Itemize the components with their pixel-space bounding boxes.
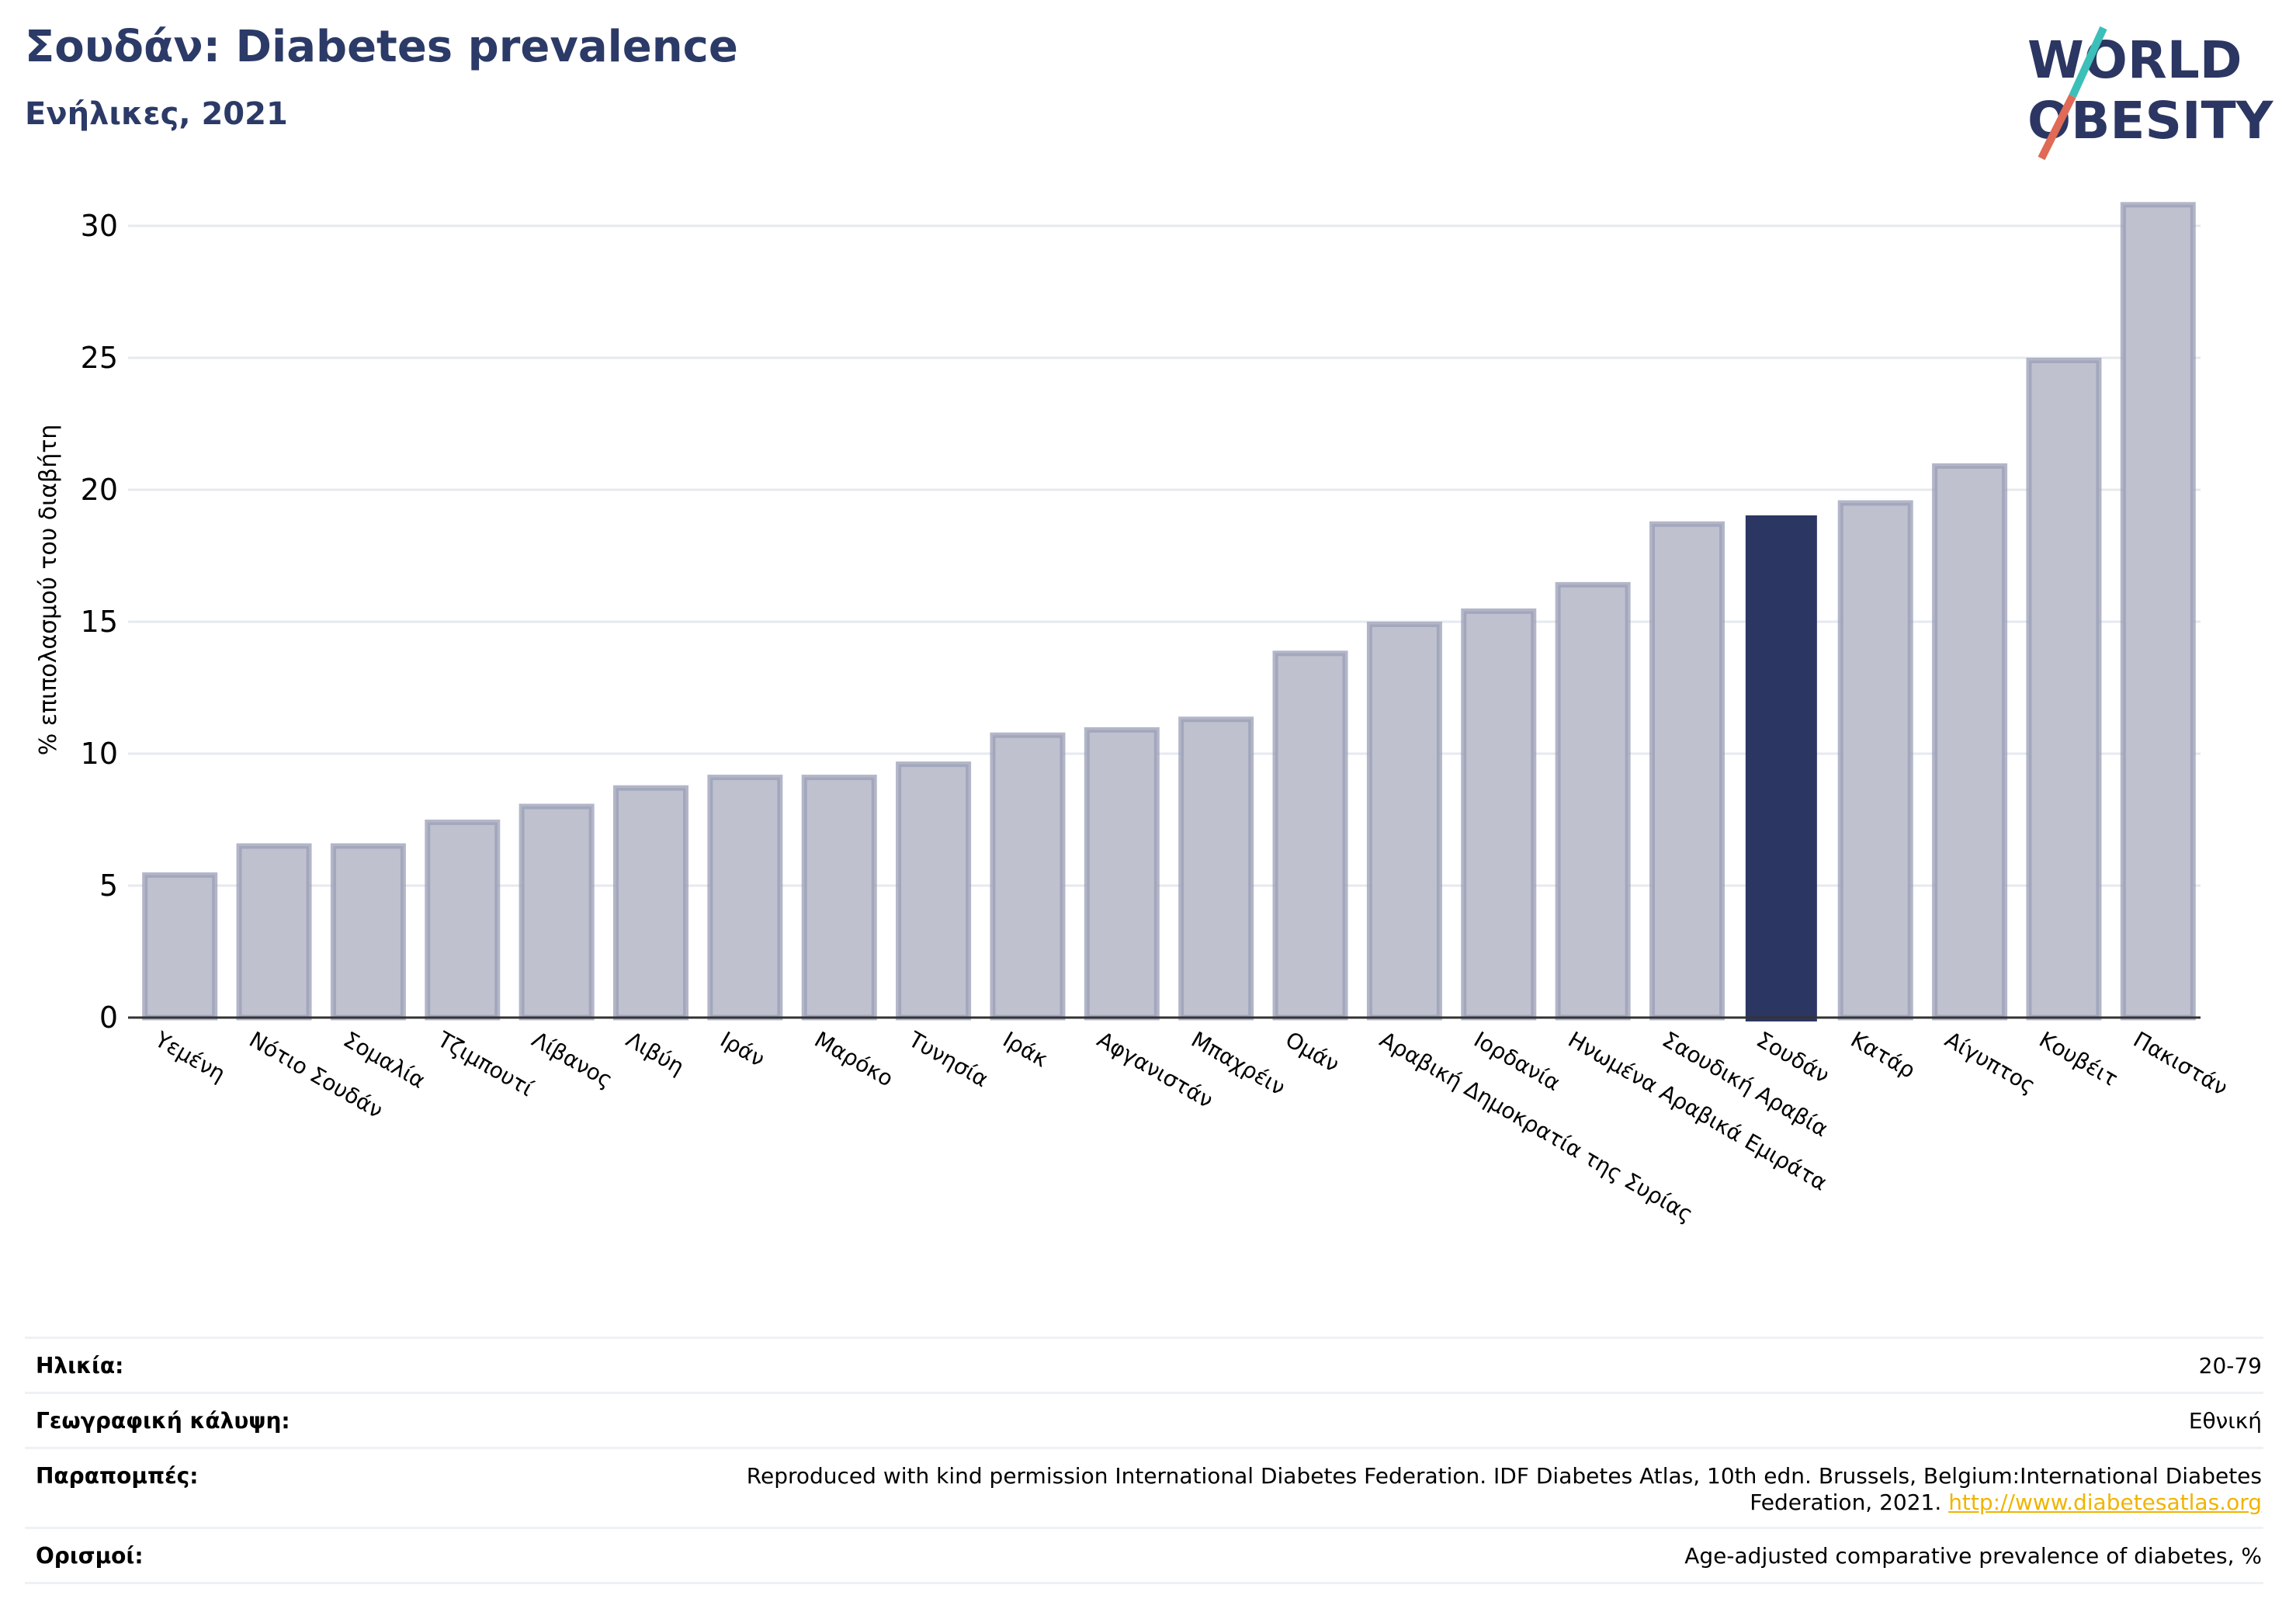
y-tick-label: 30: [81, 209, 118, 243]
references-line-1: Reproduced with kind permission Internat…: [746, 1463, 2262, 1489]
bar: [1555, 581, 1631, 1021]
bar: [2120, 202, 2196, 1021]
bar: [330, 843, 406, 1021]
bar: [707, 775, 783, 1021]
bar: [801, 775, 877, 1021]
x-tick-label: Λίβανος: [528, 1026, 617, 1093]
y-tick-label: 5: [99, 869, 118, 903]
x-tick-label: Αίγυπτος: [1941, 1026, 2040, 1098]
x-tick-label: Αραβική Δημοκρατία της Συρίας: [1375, 1026, 1698, 1227]
bar: [990, 732, 1066, 1021]
references-value: Reproduced with kind permission Internat…: [25, 1449, 2263, 1516]
x-tick-label: Λιβύη: [622, 1026, 688, 1080]
references-line-2-text: Federation, 2021.: [1750, 1489, 1942, 1515]
age-label: Ηλικία:: [36, 1353, 124, 1379]
bar: [1932, 463, 2008, 1021]
references-label: Παραπομπές:: [36, 1463, 199, 1489]
bar: [1649, 521, 1725, 1021]
y-tick-label: 10: [81, 737, 118, 771]
x-tick-label: Ιράν: [716, 1026, 769, 1072]
definitions-value: Age-adjusted comparative prevalence of d…: [1684, 1543, 2262, 1569]
y-tick-label: 0: [99, 1001, 118, 1035]
meta-row-definitions: Ορισμοί: Age-adjusted comparative preval…: [25, 1527, 2263, 1584]
bar: [142, 872, 218, 1021]
world-obesity-logo: WORLD OBESITY: [2027, 26, 2274, 161]
x-tick-label: Τζιμπουτί: [432, 1026, 538, 1101]
bar: [613, 785, 688, 1021]
x-tick-label: Κατάρ: [1847, 1026, 1920, 1084]
x-tick-label: Ιράκ: [998, 1026, 1052, 1072]
references-line-2: Federation, 2021. http://www.diabetesatl…: [25, 1489, 2262, 1516]
bar: [1178, 716, 1254, 1021]
page-subtitle: Ενήλικες, 2021: [25, 96, 288, 132]
x-tick-label: Υεμένη: [150, 1026, 230, 1087]
x-tick-label: Τυνησία: [903, 1026, 993, 1092]
references-link[interactable]: http://www.diabetesatlas.org: [1948, 1489, 2262, 1515]
bar: [1461, 608, 1537, 1021]
logo-slash-teal: [2069, 26, 2107, 99]
logo-slash-coral: [2038, 94, 2076, 161]
bar-highlighted: [1745, 515, 1817, 1021]
age-value: 20-79: [2198, 1353, 2262, 1379]
coverage-value: Εθνική: [2188, 1408, 2262, 1434]
x-tick-label: Κουβέιτ: [2034, 1026, 2122, 1091]
bar: [896, 761, 972, 1021]
y-tick-label: 20: [81, 473, 118, 507]
bar: [1084, 727, 1160, 1021]
bar: [1366, 621, 1442, 1021]
x-tick-label: Ομάν: [1282, 1026, 1344, 1077]
meta-row-coverage: Γεωγραφική κάλυψη: Εθνική: [25, 1392, 2263, 1447]
page-title: Σουδάν: Diabetes prevalence: [25, 22, 738, 72]
bar: [1837, 500, 1913, 1021]
bar: [2026, 357, 2102, 1021]
x-tick-label: Μαρόκο: [810, 1026, 898, 1091]
logo-text-world: WORLD: [2027, 30, 2242, 90]
x-tick-label: Πακιστάν: [2129, 1026, 2232, 1101]
bars: [142, 202, 2196, 1021]
metadata-table: Ηλικία: 20-79 Γεωγραφική κάλυψη: Εθνική …: [25, 1337, 2263, 1584]
bar: [236, 843, 312, 1021]
bar: [519, 803, 595, 1021]
definitions-label: Ορισμοί:: [36, 1543, 144, 1569]
coverage-label: Γεωγραφική κάλυψη:: [36, 1408, 290, 1434]
meta-row-references: Παραπομπές: Reproduced with kind permiss…: [25, 1447, 2263, 1527]
y-tick-label: 25: [81, 341, 118, 375]
x-tick-label: Σουδάν: [1752, 1026, 1833, 1088]
bar: [1272, 650, 1348, 1021]
y-axis-label: % επιπολασμού του διαβήτη: [35, 425, 62, 756]
meta-row-age: Ηλικία: 20-79: [25, 1337, 2263, 1392]
bar: [425, 819, 501, 1021]
y-tick-label: 15: [81, 605, 118, 639]
